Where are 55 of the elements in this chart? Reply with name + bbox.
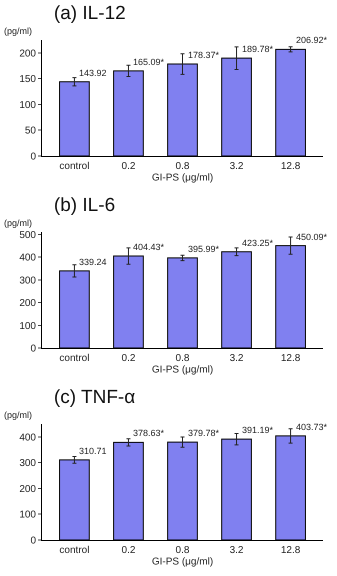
chart-title: (c) TNF-α: [54, 387, 136, 408]
y-axis-title: (pg/ml): [4, 26, 32, 36]
y-tick-label: 100: [19, 320, 36, 332]
data-label: 423.25*: [242, 238, 274, 248]
y-tick-label: 150: [19, 74, 36, 86]
data-label: 206.92*: [296, 35, 328, 45]
y-tick-label: 200: [19, 48, 36, 60]
y-tick-label: 300: [19, 458, 36, 470]
data-label: 404.43*: [133, 242, 165, 252]
chart-title: (a) IL-12: [54, 3, 126, 24]
x-tick-label: 0.2: [122, 353, 136, 364]
y-axis-title: (pg/ml): [4, 218, 32, 228]
y-tick-label: 0: [30, 344, 36, 354]
data-label: 189.78*: [242, 44, 274, 54]
y-tick-label: 400: [19, 432, 36, 444]
y-tick-label: 50: [24, 126, 36, 137]
data-label: 310.71: [79, 446, 107, 456]
y-tick-label: 200: [19, 484, 36, 495]
x-tick-label: 0.2: [122, 161, 136, 172]
y-tick-label: 100: [19, 510, 36, 521]
x-tick-label: 3.2: [230, 161, 244, 172]
y-tick-label: 400: [19, 252, 36, 264]
data-label: 450.09*: [296, 232, 328, 242]
x-tick-label: 0.8: [176, 161, 190, 172]
x-tick-label: 12.8: [280, 545, 301, 556]
data-label: 378.63*: [133, 428, 165, 438]
y-tick-label: 0: [30, 536, 36, 546]
y-axis-title: (pg/ml): [4, 410, 32, 420]
x-axis-title: GI-PS (μg/ml): [152, 172, 214, 184]
x-tick-label: 0.2: [122, 545, 136, 556]
data-label: 379.78*: [188, 428, 220, 438]
x-tick-label: 3.2: [230, 353, 244, 364]
data-label: 339.24: [79, 257, 107, 267]
x-axis-title: GI-PS (μg/ml): [152, 556, 214, 568]
x-tick-label: 12.8: [280, 353, 301, 364]
y-tick-label: 200: [19, 298, 36, 310]
x-tick-label: 0.8: [176, 545, 190, 556]
chart-title: (b) IL-6: [54, 195, 116, 216]
data-label: 395.99*: [188, 244, 220, 254]
y-tick-label: 100: [19, 100, 36, 111]
x-tick-label: 3.2: [230, 545, 244, 556]
data-label: 391.19*: [242, 425, 274, 435]
x-tick-label: control: [59, 161, 90, 172]
data-label: 143.92: [79, 68, 107, 78]
x-tick-label: control: [59, 353, 90, 364]
data-label: 165.09*: [133, 57, 165, 67]
x-axis-title: GI-PS (μg/ml): [152, 364, 214, 376]
y-tick-label: 0: [30, 152, 36, 162]
x-tick-label: 12.8: [280, 161, 301, 172]
y-tick-label: 500: [19, 230, 36, 241]
x-tick-label: control: [59, 545, 90, 556]
data-label: 178.37*: [188, 50, 220, 60]
x-tick-label: 0.8: [176, 353, 190, 364]
data-label: 403.73*: [296, 422, 328, 432]
y-tick-label: 300: [19, 275, 36, 286]
